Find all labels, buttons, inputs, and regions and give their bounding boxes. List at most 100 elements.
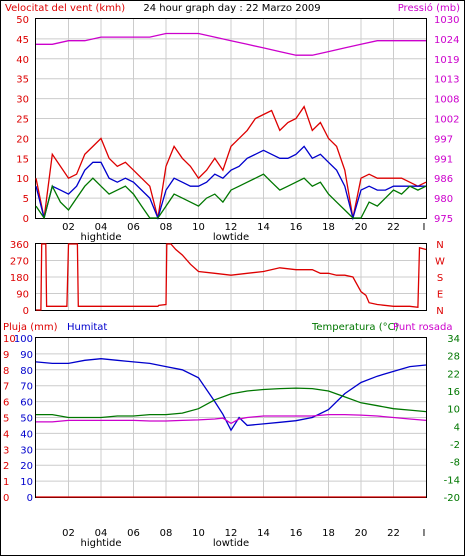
- wind-right-tick-label: 1024: [434, 35, 459, 46]
- wind-x-tick-label: 10: [192, 222, 205, 233]
- rain-tick-label: 4: [3, 429, 9, 440]
- dewpoint-axis-title: Punt rosada: [393, 322, 452, 333]
- wind-left-tick-label: 40: [16, 55, 29, 66]
- wind-right-tick-label: 1013: [434, 75, 459, 86]
- wind-left-tick-label: 45: [16, 35, 29, 46]
- rain-tick-label: 5: [3, 414, 9, 425]
- temp-x-tick-label: 18: [322, 528, 335, 539]
- wind-x-tick-label: 22: [387, 222, 400, 233]
- wind-left-tick-label: 25: [16, 115, 29, 126]
- rain-tick-label: 1: [3, 477, 9, 488]
- wind-left-tick-label: 35: [16, 75, 29, 86]
- wind-x-tick-label: 20: [355, 222, 368, 233]
- wind-left-tick-label: 20: [16, 134, 29, 145]
- humidity-tick-label: 100: [14, 334, 33, 345]
- temp-tide-label: hightide: [80, 538, 121, 549]
- humidity-tick-label: 60: [20, 398, 33, 409]
- pressure-series-line: [36, 32, 426, 56]
- rain-tick-label: 9: [3, 350, 9, 361]
- direction-left-tick-label: 360: [10, 240, 29, 251]
- direction-right-tick-label: S: [437, 273, 443, 284]
- dewpoint-series-line: [36, 413, 427, 425]
- wind-right-tick-label: 1019: [434, 55, 459, 66]
- temp-x-tick-label: 20: [355, 528, 368, 539]
- humidity-tick-label: 80: [20, 366, 33, 377]
- temp-tide-label: lowtide: [213, 538, 249, 549]
- temp-right-tick-label: 34: [447, 334, 460, 345]
- temp-x-tick-label: 02: [62, 528, 75, 539]
- temp-x-tick-label: 10: [192, 528, 205, 539]
- humidity-tick-label: 0: [27, 493, 33, 504]
- rain-tick-label: 3: [3, 445, 9, 456]
- wind-x-tick-label: 16: [290, 222, 303, 233]
- wind-x-tick-label: 04: [95, 222, 108, 233]
- rain-tick-label: 10: [3, 334, 16, 345]
- direction-left-tick-label: 0: [23, 306, 29, 317]
- temp-x-tick-label: 22: [387, 528, 400, 539]
- temperature-series-line: [36, 387, 427, 419]
- wind-left-tick-label: 5: [23, 194, 29, 205]
- dir-series-line: [36, 243, 427, 311]
- temp-right-tick-label: 4: [454, 422, 460, 433]
- chart-marks: 5045403530252015105010301024101910131008…: [3, 15, 460, 549]
- humidity-tick-label: 20: [20, 461, 33, 472]
- wind-left-tick-label: 10: [16, 174, 29, 185]
- humidity-tick-label: 10: [20, 477, 33, 488]
- temp-right-tick-label: 16: [447, 387, 460, 398]
- wind-tide-label: lowtide: [213, 232, 249, 243]
- rain-tick-label: 0: [3, 493, 9, 504]
- wind-right-tick-label: 991: [434, 154, 453, 165]
- direction-right-tick-label: N: [436, 240, 443, 251]
- wind-left-tick-label: 0: [23, 214, 29, 225]
- calm-series-line: [35, 173, 427, 220]
- temp-x-tick-label: 08: [160, 528, 173, 539]
- temp-x-tick-label: 04: [95, 528, 108, 539]
- wind-tide-label: hightide: [80, 232, 121, 243]
- humidity-tick-label: 40: [20, 429, 33, 440]
- rain-tick-label: 8: [3, 366, 9, 377]
- wind-left-tick-label: 30: [16, 95, 29, 106]
- wind-x-tick-label: 08: [160, 222, 173, 233]
- rain-tick-label: 7: [3, 382, 9, 393]
- wind-right-tick-label: 1030: [434, 15, 459, 26]
- rain-tick-label: 2: [3, 461, 9, 472]
- wind-right-tick-label: 1008: [434, 95, 459, 106]
- humidity-tick-label: 50: [20, 414, 33, 425]
- temp-right-tick-label: -2: [450, 440, 460, 451]
- pressure-axis-title: Pressió (mb): [398, 2, 460, 14]
- direction-panel-frame: [35, 243, 427, 311]
- wind-right-tick-label: 1002: [434, 115, 459, 126]
- wind-x-tick-label: 06: [127, 222, 140, 233]
- temp-x-tick-label: 14: [257, 528, 270, 539]
- wind-panel-frame: [35, 18, 427, 219]
- direction-right-tick-label: E: [437, 290, 443, 301]
- temp-x-tick-label: 16: [290, 528, 303, 539]
- humidity-tick-label: 70: [20, 382, 33, 393]
- wind-x-end-label: I: [423, 222, 426, 233]
- chart-title: 24 hour graph day : 22 Marzo 2009: [143, 3, 320, 14]
- humidity-tick-label: 90: [20, 350, 33, 361]
- temp-x-end-label: I: [423, 528, 426, 539]
- temp-right-tick-label: -20: [444, 493, 460, 504]
- wind-right-tick-label: 997: [434, 134, 453, 145]
- direction-right-tick-label: N: [436, 306, 443, 317]
- wind-speed-axis-title: Velocitat del vent (kmh): [5, 3, 125, 14]
- direction-right-tick-label: W: [435, 257, 445, 268]
- temp-right-tick-label: -14: [444, 475, 460, 486]
- wind-x-tick-label: 02: [62, 222, 75, 233]
- temp-x-tick-label: 06: [127, 528, 140, 539]
- temp-right-tick-label: 22: [447, 369, 460, 380]
- temp-x-tick-label: 12: [225, 528, 238, 539]
- direction-left-tick-label: 270: [10, 257, 29, 268]
- wind-x-tick-label: 14: [257, 222, 270, 233]
- rain-axis-title: Pluja (mm): [3, 322, 58, 333]
- humidity-series-line: [35, 358, 427, 432]
- humidity-tick-label: 30: [20, 445, 33, 456]
- wind-right-tick-label: 975: [434, 214, 453, 225]
- temperature-axis-title: Temperatura (°C): [311, 322, 399, 333]
- avg-series-line: [35, 145, 426, 221]
- wind-right-tick-label: 980: [434, 194, 453, 205]
- wind-left-tick-label: 15: [16, 154, 29, 165]
